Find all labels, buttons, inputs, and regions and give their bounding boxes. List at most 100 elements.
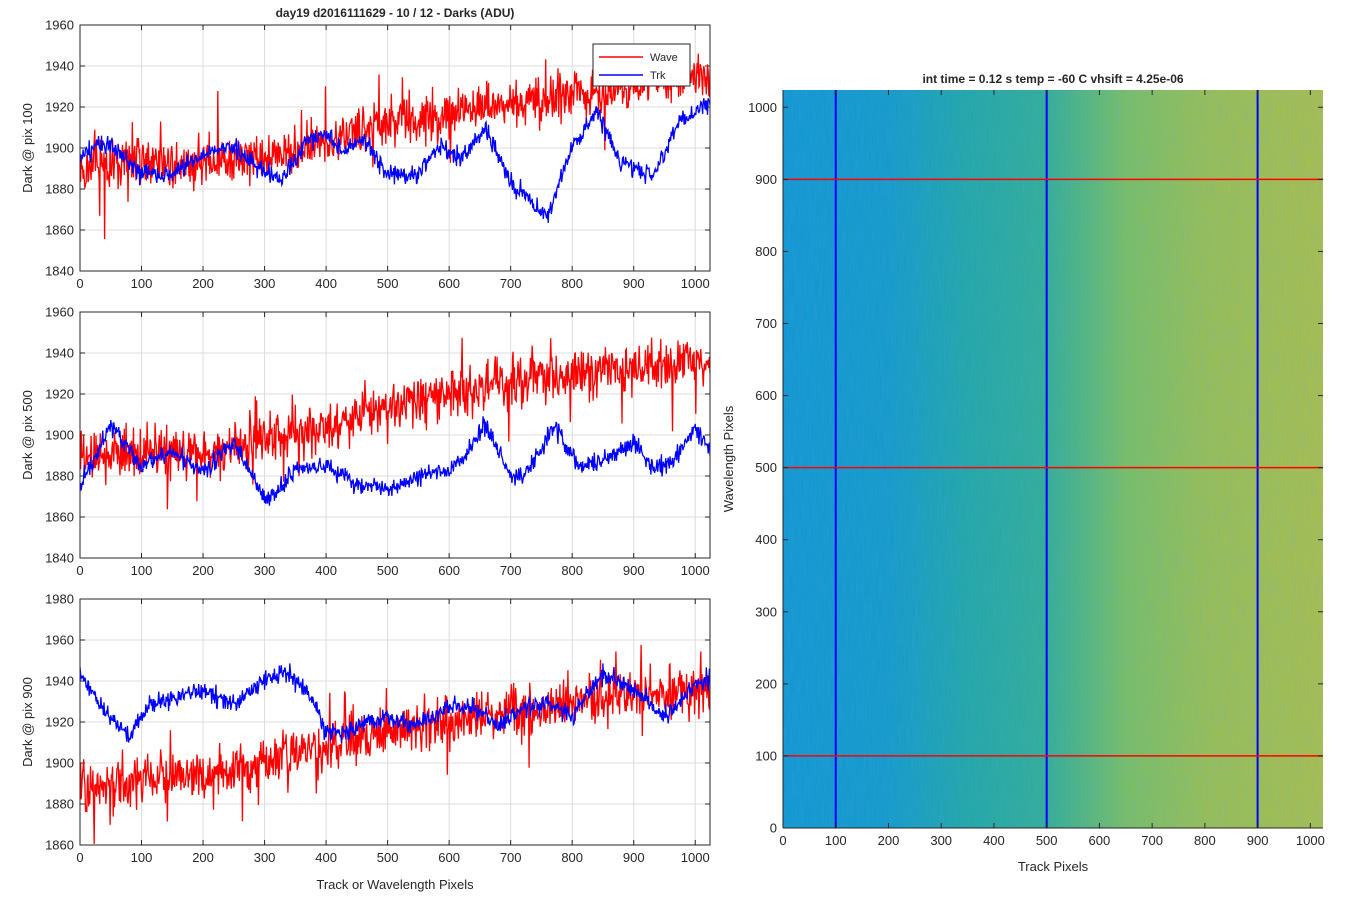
x-tick-label: 100 [131, 563, 153, 578]
panel-dark-pix-900: 0 100 200 300 400 500 600 700 800 900 1000 1860 1880… [20, 592, 711, 892]
x-tick-label: 600 [438, 276, 460, 291]
y-axis-label: Dark @ pix 100 [20, 103, 35, 193]
y-tick-label: 900 [755, 172, 777, 187]
x-tick-label: 800 [561, 276, 583, 291]
y-tick-label: 1920 [45, 100, 74, 115]
y-tick-label: 1980 [45, 592, 74, 607]
x-tick-label: 0 [779, 833, 786, 848]
x-tick-label: 200 [192, 276, 214, 291]
x-tick-label: 1000 [681, 850, 710, 865]
y-tick-label: 200 [755, 676, 777, 691]
y-axis-label: Dark @ pix 900 [20, 677, 35, 767]
y-tick-label: 700 [755, 316, 777, 331]
y-tick-label: 1840 [45, 551, 74, 566]
series-line-trk [80, 98, 710, 223]
legend: Wave Trk [592, 43, 691, 87]
y-tick-label: 1880 [45, 797, 74, 812]
y-tick-label: 1900 [45, 756, 74, 771]
x-axis-label: Track or Wavelength Pixels [316, 877, 474, 892]
x-tick-label: 400 [315, 850, 337, 865]
y-tick-label: 1920 [45, 387, 74, 402]
x-tick-label: 0 [76, 850, 83, 865]
x-tick-label: 700 [1141, 833, 1163, 848]
x-tick-label: 600 [1089, 833, 1111, 848]
x-tick-label: 900 [1247, 833, 1269, 848]
y-tick-label: 1900 [45, 141, 74, 156]
x-tick-label: 200 [192, 850, 214, 865]
x-tick-label: 400 [315, 563, 337, 578]
y-tick-label: 1960 [45, 633, 74, 648]
y-axis-label: Wavelength Pixels [721, 405, 736, 512]
x-tick-label: 1000 [1296, 833, 1325, 848]
x-tick-label: 0 [76, 276, 83, 291]
x-tick-label: 500 [377, 276, 399, 291]
x-tick-label: 400 [315, 276, 337, 291]
y-tick-label: 600 [755, 388, 777, 403]
figure-title-right: int time = 0.12 s temp = -60 C vhsift = … [922, 72, 1183, 86]
axes-box [79, 24, 711, 272]
x-tick-label: 700 [500, 850, 522, 865]
heatmap-texture [783, 90, 1323, 828]
x-tick-label: 600 [438, 850, 460, 865]
x-tick-label: 300 [254, 850, 276, 865]
y-tick-label: 1940 [45, 674, 74, 689]
x-tick-label: 1000 [681, 563, 710, 578]
y-tick-label: 1860 [45, 223, 74, 238]
x-tick-label: 100 [825, 833, 847, 848]
y-tick-label: 500 [755, 460, 777, 475]
x-tick-label: 500 [377, 850, 399, 865]
y-tick-label: 1960 [45, 18, 74, 33]
axes-box [79, 598, 711, 846]
x-tick-label: 400 [983, 833, 1005, 848]
y-tick-label: 1840 [45, 264, 74, 279]
x-tick-label: 100 [131, 850, 153, 865]
x-tick-label: 100 [131, 276, 153, 291]
x-tick-label: 800 [1194, 833, 1216, 848]
series-line-wave [80, 644, 710, 844]
x-tick-label: 900 [623, 850, 645, 865]
x-tick-label: 300 [254, 276, 276, 291]
y-tick-label: 1900 [45, 428, 74, 443]
y-tick-label: 100 [755, 748, 777, 763]
legend-label-trk: Trk [650, 70, 666, 82]
x-tick-label: 1000 [681, 276, 710, 291]
x-tick-label: 700 [500, 563, 522, 578]
x-tick-label: 200 [192, 563, 214, 578]
y-tick-label: 1860 [45, 510, 74, 525]
panel-heatmap: 0 100 200 300 400 500 600 700 800 900 1000 0 100 200 3… [721, 90, 1325, 874]
y-tick-label: 1880 [45, 469, 74, 484]
series-line-trk [80, 416, 710, 506]
panel-dark-pix-500: 0 100 200 300 400 500 600 700 800 900 1000 1840 1860… [20, 305, 711, 578]
figure-title-left: day19 d2016111629 - 10 / 12 - Darks (ADU… [276, 6, 515, 20]
x-tick-label: 0 [76, 563, 83, 578]
x-tick-label: 900 [623, 563, 645, 578]
legend-label-wave: Wave [650, 52, 678, 64]
legend-box [592, 43, 691, 87]
x-tick-label: 500 [1036, 833, 1058, 848]
y-tick-label: 0 [770, 821, 777, 836]
y-tick-label: 1880 [45, 182, 74, 197]
y-tick-label: 1940 [45, 59, 74, 74]
x-tick-label: 700 [500, 276, 522, 291]
x-axis-label: Track Pixels [1018, 859, 1089, 874]
x-tick-label: 800 [561, 850, 583, 865]
x-tick-label: 300 [930, 833, 952, 848]
x-tick-label: 300 [254, 563, 276, 578]
x-tick-label: 900 [623, 276, 645, 291]
y-tick-label: 800 [755, 244, 777, 259]
x-tick-label: 500 [377, 563, 399, 578]
x-tick-label: 200 [878, 833, 900, 848]
y-tick-label: 1960 [45, 305, 74, 320]
y-tick-label: 300 [755, 604, 777, 619]
x-tick-label: 800 [561, 563, 583, 578]
y-tick-label: 1860 [45, 838, 74, 853]
y-tick-label: 1920 [45, 715, 74, 730]
axes-box [79, 311, 711, 559]
y-tick-label: 400 [755, 532, 777, 547]
y-tick-label: 1940 [45, 346, 74, 361]
x-tick-label: 600 [438, 563, 460, 578]
series-line-trk [80, 663, 710, 743]
y-axis-label: Dark @ pix 500 [20, 390, 35, 480]
y-tick-label: 1000 [748, 100, 777, 115]
